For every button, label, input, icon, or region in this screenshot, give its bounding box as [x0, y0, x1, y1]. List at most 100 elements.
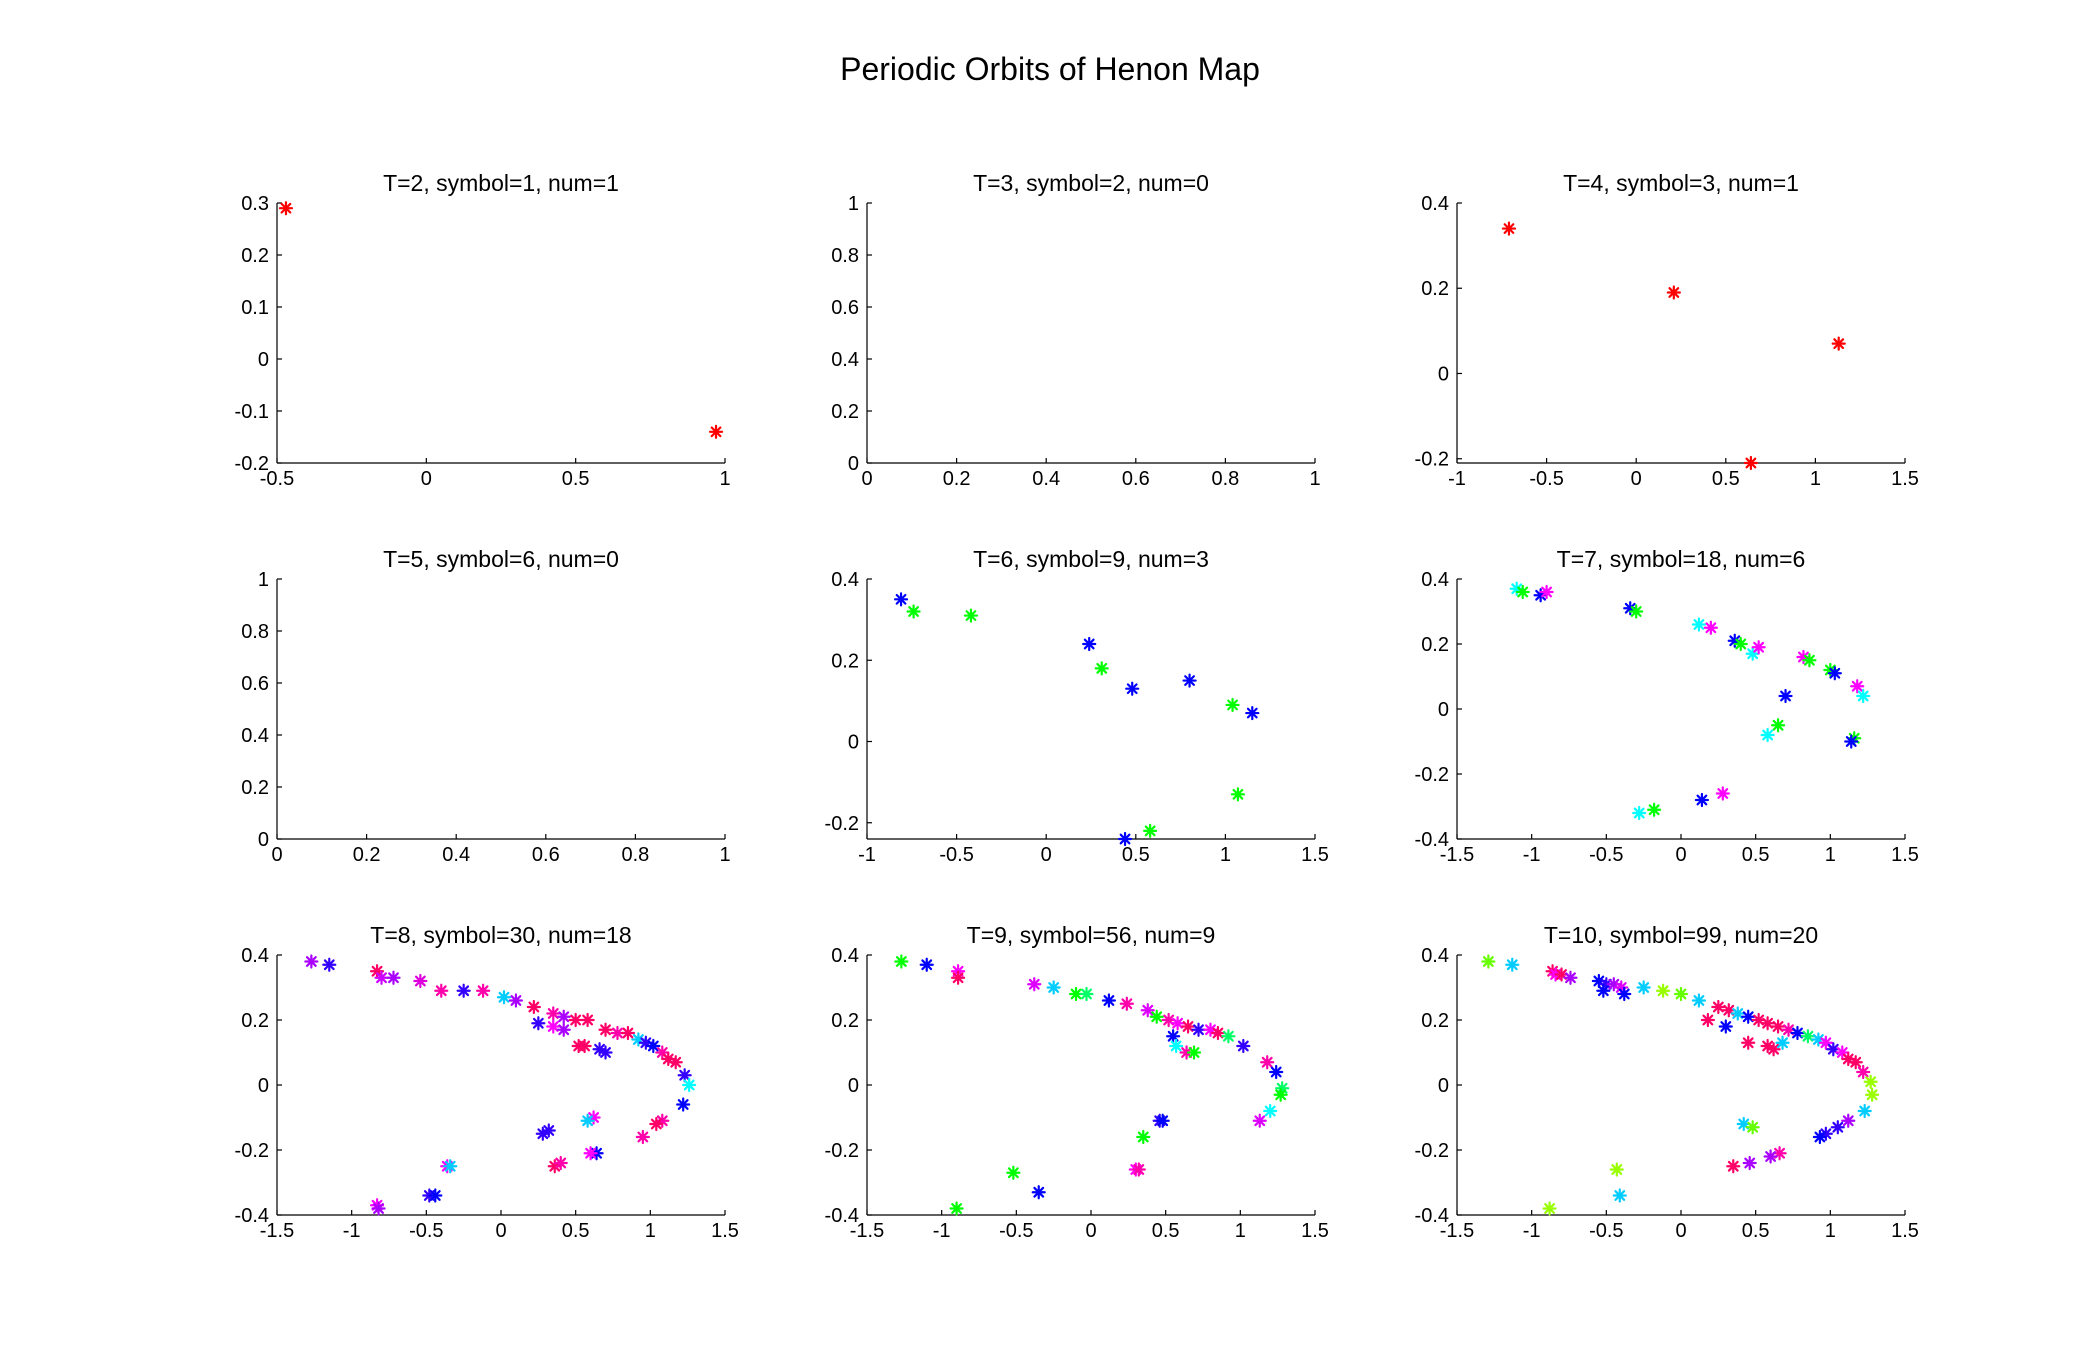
data-point: [1609, 1162, 1624, 1177]
y-tick-label: 0.2: [831, 401, 859, 423]
y-tick-label: 0: [258, 1075, 269, 1097]
data-point: [1770, 718, 1786, 733]
data-point: [1180, 1019, 1196, 1034]
data-point: [1733, 636, 1748, 652]
data-point: [1856, 688, 1871, 704]
data-point: [949, 1201, 964, 1216]
data-point: [1501, 221, 1517, 236]
data-point: [456, 983, 471, 998]
x-tick-label: 0.2: [353, 844, 381, 866]
y-tick-label: -0.2: [825, 1140, 859, 1162]
data-point: [610, 1025, 625, 1041]
y-tick-label: 0.4: [241, 725, 269, 747]
x-tick-label: 0: [861, 468, 872, 490]
data-point: [1691, 993, 1707, 1008]
x-tick-label: -0.5: [1589, 1220, 1623, 1242]
x-tick-label: 1: [1810, 468, 1821, 490]
subplot-3: T=4, symbol=3, num=1 -1 -0.5 0 0.5 1 1.5 -0.2 0 0…: [1415, 170, 1919, 490]
data-point: [1260, 1055, 1275, 1070]
subplot-title: T=10, symbol=99, num=20: [1544, 922, 1818, 948]
data-point: [1856, 1064, 1871, 1080]
data-point: [1763, 1149, 1778, 1164]
data-point: [580, 1012, 595, 1028]
x-tick-label: 0: [495, 1220, 506, 1242]
data-point: [1778, 688, 1793, 704]
x-tick-label: 1: [1235, 1220, 1246, 1242]
y-tick-label: -0.2: [1415, 449, 1449, 471]
subplot-2: T=3, symbol=2, num=0 0 0.2 0.4 0.6 0.8 1 0 0.2 0.…: [831, 170, 1320, 490]
data-point: [556, 1022, 571, 1037]
data-point: [1711, 999, 1726, 1015]
data-point: [1082, 636, 1097, 652]
x-tick-label: -0.5: [999, 1220, 1033, 1242]
data-point: [374, 970, 389, 985]
data-point: [1273, 1087, 1288, 1102]
data-point: [1742, 1155, 1757, 1171]
data-point: [1830, 1120, 1845, 1135]
x-tick-label: 0: [421, 468, 432, 490]
x-tick-label: -1.5: [1440, 844, 1474, 866]
x-tick-label: 0.5: [1742, 844, 1770, 866]
data-point: [1166, 1029, 1181, 1044]
data-point: [1563, 970, 1578, 985]
data-point: [1169, 1038, 1184, 1054]
data-point: [668, 1055, 683, 1070]
data-point: [1612, 1188, 1627, 1203]
data-point: [1632, 805, 1647, 821]
data-point: [1542, 1201, 1557, 1216]
subplot-title: T=2, symbol=1, num=1: [383, 170, 619, 196]
data-point: [635, 1129, 650, 1145]
x-tick-label: -1: [1523, 1220, 1541, 1242]
data-point: [1236, 1038, 1251, 1054]
data-point: [434, 983, 449, 998]
data-point: [428, 1188, 443, 1203]
y-tick-label: 0.2: [1421, 1010, 1449, 1032]
data-point: [577, 1038, 592, 1054]
data-point: [1694, 792, 1710, 808]
x-tick-label: -1: [1523, 844, 1541, 866]
data-point: [1079, 986, 1094, 1002]
y-tick-label: -0.4: [1415, 1205, 1449, 1227]
data-point: [496, 990, 512, 1005]
x-tick-label: 1.5: [1891, 468, 1919, 490]
subplot-title: T=8, symbol=30, num=18: [370, 922, 631, 948]
x-tick-label: 0.5: [562, 1220, 590, 1242]
data-point: [1751, 640, 1766, 655]
data-point: [1691, 617, 1707, 632]
y-tick-label: 0.2: [1421, 634, 1449, 656]
data-point: [1539, 584, 1554, 600]
x-tick-label: 0.8: [1211, 468, 1239, 490]
data-point: [443, 1159, 458, 1174]
data-point: [649, 1116, 664, 1132]
data-point: [580, 1113, 595, 1128]
data-point: [1766, 1042, 1781, 1057]
x-tick-label: 1.5: [1301, 1220, 1329, 1242]
data-point: [475, 983, 491, 998]
x-tick-label: -1: [933, 1220, 951, 1242]
x-tick-label: -1.5: [1440, 1220, 1474, 1242]
y-tick-label: 0: [1438, 363, 1449, 385]
data-point: [1760, 727, 1775, 743]
data-point: [1741, 1009, 1756, 1024]
y-tick-label: 0.3: [241, 193, 269, 215]
data-point: [1636, 980, 1651, 995]
subplot-8: T=9, symbol=56, num=9 -1.5 -1 -0.5 0 0.5 1 1.5 -…: [825, 922, 1329, 1242]
data-point: [1666, 285, 1681, 300]
subplot-title: T=9, symbol=56, num=9: [967, 922, 1216, 948]
x-tick-label: 1: [719, 844, 730, 866]
x-tick-label: -0.5: [1529, 468, 1563, 490]
y-tick-label: 0: [848, 453, 859, 475]
data-point: [1210, 1025, 1226, 1041]
y-tick-label: 0: [848, 1075, 859, 1097]
subplot-4: T=5, symbol=6, num=0 0 0.2 0.4 0.6 0.8 1 0 0.2 0.…: [241, 546, 730, 866]
data-point: [1101, 993, 1117, 1008]
data-point: [568, 1012, 583, 1028]
y-tick-label: 0.2: [1421, 278, 1449, 300]
x-tick-label: 1: [1825, 1220, 1836, 1242]
x-tick-label: 0.8: [621, 844, 649, 866]
data-point: [1812, 1129, 1827, 1145]
x-tick-label: -1: [1448, 468, 1466, 490]
data-point: [894, 954, 909, 969]
data-point: [1775, 1035, 1790, 1050]
